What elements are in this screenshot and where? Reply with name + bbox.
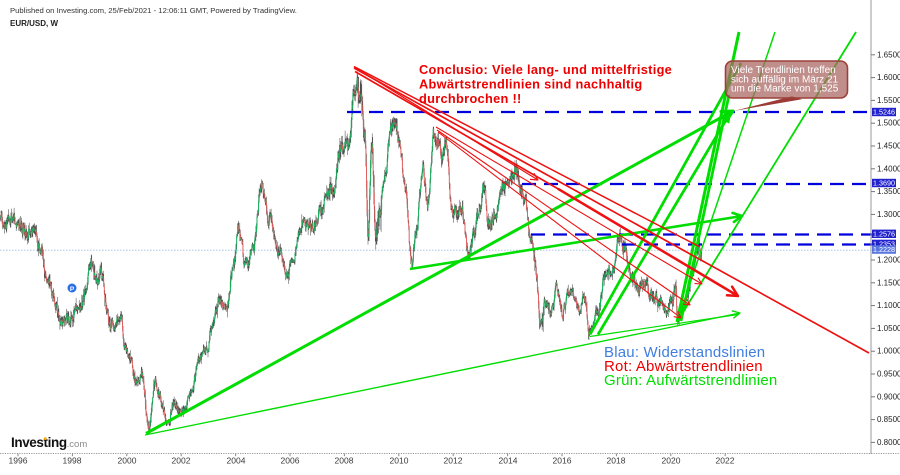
svg-text:1.3690: 1.3690 bbox=[873, 179, 895, 188]
svg-text:1.5500: 1.5500 bbox=[877, 96, 900, 105]
svg-text:1.1000: 1.1000 bbox=[877, 301, 900, 310]
svg-text:1.2576: 1.2576 bbox=[873, 229, 895, 238]
svg-text:1.6500: 1.6500 bbox=[877, 50, 900, 59]
svg-text:1.2353: 1.2353 bbox=[873, 240, 895, 249]
svg-text:2004: 2004 bbox=[227, 456, 246, 466]
svg-text:1.5246: 1.5246 bbox=[873, 108, 895, 117]
svg-text:2002: 2002 bbox=[172, 456, 191, 466]
svg-text:durchbrochen !!: durchbrochen !! bbox=[419, 91, 522, 106]
svg-text:1.1500: 1.1500 bbox=[877, 278, 900, 287]
svg-text:1.0500: 1.0500 bbox=[877, 324, 900, 333]
svg-text:1998: 1998 bbox=[63, 456, 82, 466]
svg-text:1996: 1996 bbox=[9, 456, 28, 466]
svg-text:Conclusio: Viele lang- und mit: Conclusio: Viele lang- und mittelfristig… bbox=[419, 62, 672, 77]
svg-text:0.8500: 0.8500 bbox=[877, 415, 900, 424]
svg-text:2010: 2010 bbox=[390, 456, 409, 466]
svg-text:2022: 2022 bbox=[716, 456, 735, 466]
svg-text:Grün: Aufwärtstrendlinien: Grün: Aufwärtstrendlinien bbox=[604, 372, 777, 389]
svg-text:2006: 2006 bbox=[281, 456, 300, 466]
svg-text:0.9500: 0.9500 bbox=[877, 370, 900, 379]
svg-text:1.4500: 1.4500 bbox=[877, 142, 900, 151]
svg-text:Viele Trendlinien treffen: Viele Trendlinien treffen bbox=[731, 65, 836, 76]
svg-text:1.5000: 1.5000 bbox=[877, 119, 900, 128]
svg-text:2014: 2014 bbox=[499, 456, 518, 466]
svg-text:um die Marke von 1,525: um die Marke von 1,525 bbox=[731, 84, 839, 95]
svg-text:EUR/USD, W: EUR/USD, W bbox=[10, 19, 58, 28]
svg-text:2008: 2008 bbox=[335, 456, 354, 466]
svg-text:0.8000: 0.8000 bbox=[877, 438, 900, 447]
svg-text:0.9000: 0.9000 bbox=[877, 392, 900, 401]
svg-text:Rot: Abwärtstrendlinien: Rot: Abwärtstrendlinien bbox=[604, 358, 763, 375]
svg-text:Investing.com: Investing.com bbox=[11, 435, 87, 450]
svg-text:2016: 2016 bbox=[553, 456, 572, 466]
svg-text:Published on Investing.com, 25: Published on Investing.com, 25/Feb/2021 … bbox=[10, 6, 297, 15]
svg-text:2020: 2020 bbox=[662, 456, 681, 466]
svg-text:1.0000: 1.0000 bbox=[877, 347, 900, 356]
svg-text:P: P bbox=[70, 286, 75, 293]
svg-text:1.2000: 1.2000 bbox=[877, 256, 900, 265]
svg-text:Blau: Widerstandslinien: Blau: Widerstandslinien bbox=[604, 344, 765, 361]
svg-text:2012: 2012 bbox=[444, 456, 463, 466]
svg-text:1.3000: 1.3000 bbox=[877, 210, 900, 219]
svg-text:2000: 2000 bbox=[118, 456, 137, 466]
svg-text:1.4000: 1.4000 bbox=[877, 164, 900, 173]
svg-text:Abwärtstrendlinien sind nachha: Abwärtstrendlinien sind nachhaltig bbox=[419, 76, 643, 91]
svg-text:1.2228: 1.2228 bbox=[873, 245, 895, 254]
svg-text:sich auffällig im März 21: sich auffällig im März 21 bbox=[731, 74, 839, 85]
svg-text:1.3500: 1.3500 bbox=[877, 187, 900, 196]
svg-text:2018: 2018 bbox=[607, 456, 626, 466]
svg-text:1.6000: 1.6000 bbox=[877, 73, 900, 82]
